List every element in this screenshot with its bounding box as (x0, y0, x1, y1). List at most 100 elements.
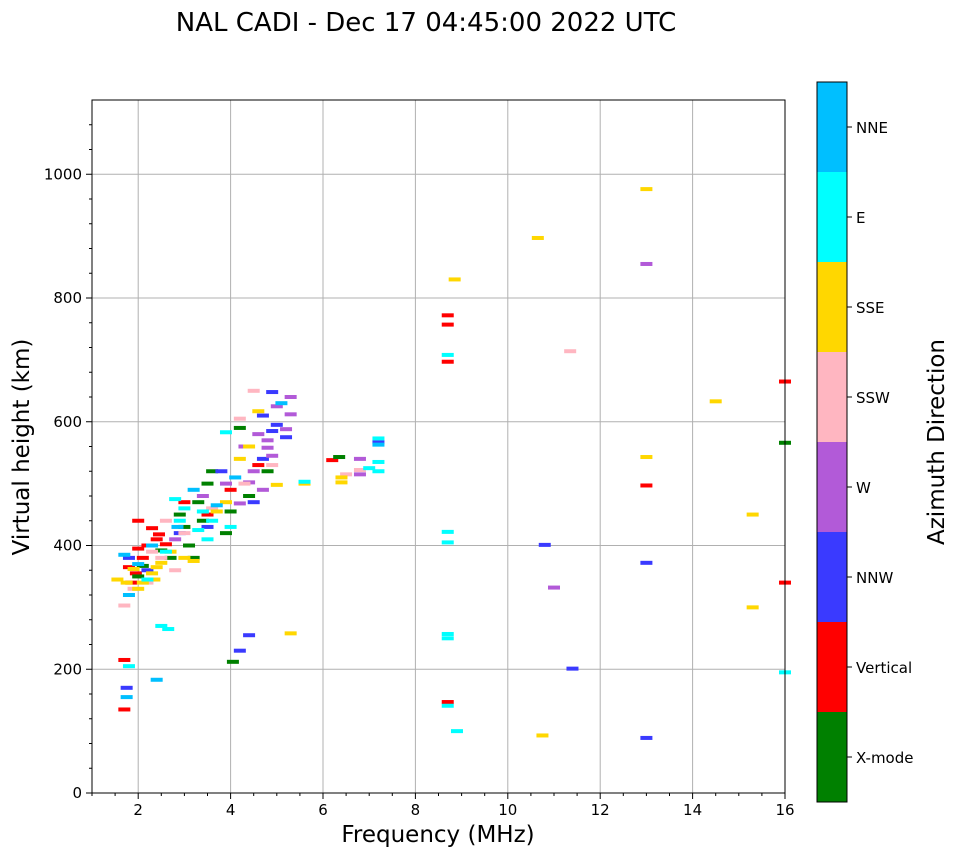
data-point (146, 571, 159, 576)
data-point (284, 631, 297, 636)
data-point (340, 472, 353, 477)
series-sse (111, 187, 759, 738)
data-point (270, 422, 283, 427)
chart-title: NAL CADI - Dec 17 04:45:00 2022 UTC (176, 8, 676, 38)
data-point (122, 555, 135, 560)
data-point (441, 540, 454, 545)
data-point (335, 480, 348, 485)
data-point (261, 438, 274, 443)
data-point (178, 531, 191, 536)
data-point (132, 574, 145, 579)
series-w (169, 261, 653, 590)
data-point (233, 648, 246, 653)
data-point (243, 494, 256, 498)
data-point (224, 509, 237, 514)
data-point (256, 456, 269, 461)
data-point (252, 409, 265, 414)
data-point (326, 458, 339, 463)
data-point (183, 543, 196, 548)
series-nne (118, 401, 385, 700)
data-point (206, 518, 219, 523)
data-point (219, 481, 232, 486)
data-point (169, 497, 182, 502)
data-point (709, 399, 722, 404)
data-point (353, 468, 366, 473)
data-point (164, 555, 177, 560)
data-point (441, 703, 454, 708)
data-point (640, 483, 653, 488)
data-point (162, 627, 175, 632)
x-axis-ticks: 2 4 6 8 10 12 14 16 (91, 793, 795, 819)
colorbar-tick-label: NNW (856, 569, 893, 587)
data-point (266, 390, 279, 395)
data-point (120, 580, 133, 585)
data-point (120, 695, 133, 700)
x-tick-label: 4 (226, 801, 236, 819)
data-point (372, 442, 385, 447)
data-point (219, 531, 232, 536)
data-point (136, 580, 149, 585)
data-point (155, 623, 168, 628)
data-point (247, 388, 260, 393)
data-point (201, 481, 214, 486)
data-point (441, 313, 454, 318)
x-tick-label: 8 (411, 801, 421, 819)
data-point (243, 633, 256, 638)
data-point (363, 466, 376, 471)
data-point (146, 549, 159, 554)
data-point (353, 472, 366, 477)
data-point (261, 469, 274, 474)
data-point (210, 509, 223, 514)
data-point (132, 518, 145, 523)
data-point (150, 677, 163, 682)
data-point (141, 568, 154, 573)
data-point (353, 456, 366, 461)
data-point (118, 603, 131, 608)
data-point (196, 494, 209, 498)
data-point (127, 567, 140, 572)
data-point (441, 322, 454, 327)
data-point (141, 577, 154, 582)
data-point (247, 469, 260, 474)
colorbar-tick-label: E (856, 209, 865, 227)
data-point (215, 469, 228, 474)
data-point (206, 469, 219, 474)
data-point (120, 685, 133, 690)
colorbar-swatch-w (817, 442, 847, 532)
x-tick-label: 10 (498, 801, 517, 819)
data-point (122, 664, 135, 669)
data-point (247, 500, 260, 505)
colorbar-tick-label: Vertical (856, 659, 912, 677)
colorbar-swatch-sse (817, 262, 847, 352)
data-point (640, 560, 653, 565)
data-point (640, 261, 653, 266)
data-point (219, 500, 232, 505)
data-point (178, 500, 191, 505)
colorbar-tick-label: W (856, 479, 871, 497)
data-point (155, 555, 168, 560)
data-point (229, 475, 242, 480)
data-point (136, 555, 149, 560)
data-point (233, 425, 246, 430)
data-point (210, 503, 223, 508)
plot-frame (91, 99, 786, 794)
data-point (178, 524, 191, 529)
data-point (640, 187, 653, 192)
data-point (159, 542, 172, 547)
data-point (746, 512, 759, 517)
colorbar: X-mode Vertical NNW W SSW SSE E NNE (816, 81, 913, 803)
x-tick-label: 2 (133, 801, 143, 819)
data-point (640, 455, 653, 460)
colorbar-swatch-x-mode (817, 712, 847, 802)
data-point (333, 455, 346, 460)
data-point (448, 277, 461, 282)
data-point (173, 512, 186, 517)
data-point (298, 479, 311, 484)
data-point (252, 432, 265, 437)
data-point (266, 453, 279, 458)
data-point (196, 509, 209, 514)
x-tick-label: 12 (591, 801, 610, 819)
data-point (548, 585, 560, 590)
data-point (284, 395, 297, 399)
